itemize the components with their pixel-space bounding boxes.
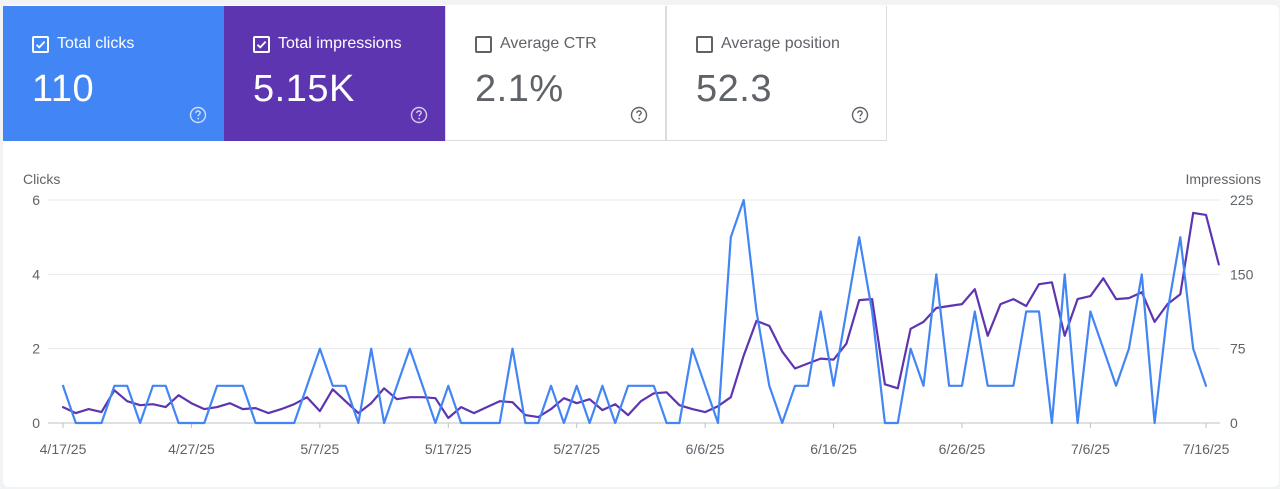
metric-label: Total impressions [278, 35, 402, 52]
x-tick-label: 5/17/25 [425, 441, 472, 457]
x-tick-label: 4/17/25 [40, 441, 87, 457]
left-axis-title: Clicks [23, 171, 60, 187]
metric-label: Average CTR [500, 35, 597, 52]
metric-card-average-position[interactable]: Average position 52.3 [666, 6, 887, 141]
metric-label: Total clicks [57, 35, 135, 52]
metric-value: 52.3 [696, 68, 772, 110]
metric-card-average-ctr[interactable]: Average CTR 2.1% [445, 6, 666, 141]
left-tick-label: 2 [32, 341, 40, 357]
x-tick-label: 4/27/25 [168, 441, 215, 457]
help-icon[interactable] [410, 106, 428, 124]
help-icon[interactable] [851, 106, 869, 124]
x-tick-label: 5/27/25 [553, 441, 600, 457]
right-tick-label: 75 [1230, 341, 1246, 357]
right-tick-label: 225 [1230, 192, 1254, 208]
left-tick-label: 0 [32, 415, 40, 431]
checkbox-checked-icon[interactable] [253, 36, 270, 53]
right-tick-label: 0 [1230, 415, 1238, 431]
series-line-impressions [61, 211, 1220, 420]
metric-card-total-impressions[interactable]: Total impressions 5.15K [224, 6, 445, 141]
metric-value: 5.15K [253, 68, 355, 110]
metric-value: 110 [32, 68, 95, 110]
checkbox-checked-icon[interactable] [32, 36, 49, 53]
x-tick-label: 6/6/25 [686, 441, 725, 457]
metric-cards: Total clicks 110 Total impressions 5.15K… [3, 6, 888, 141]
x-tick-label: 6/16/25 [810, 441, 857, 457]
x-tick-label: 5/7/25 [300, 441, 339, 457]
right-axis-title: Impressions [1186, 171, 1261, 187]
x-axis-ticks: 4/17/25 4/27/25 5/7/25 5/17/25 5/27/25 6/6/25… [40, 423, 1230, 457]
x-tick-label: 6/26/25 [939, 441, 986, 457]
right-tick-label: 150 [1230, 266, 1254, 282]
metric-card-total-clicks[interactable]: Total clicks 110 [3, 6, 224, 141]
series-line-clicks [61, 198, 1208, 425]
left-tick-label: 4 [32, 266, 40, 282]
checkbox-unchecked-icon[interactable] [475, 36, 492, 53]
chart-gridlines [48, 199, 1220, 424]
left-axis-ticks: 0 2 4 6 [32, 192, 40, 431]
x-tick-label: 7/6/25 [1071, 441, 1110, 457]
checkbox-unchecked-icon[interactable] [696, 36, 713, 53]
metric-value: 2.1% [475, 68, 564, 110]
chart-series [61, 198, 1220, 425]
metric-label: Average position [721, 35, 840, 52]
x-tick-label: 7/16/25 [1183, 441, 1230, 457]
right-axis-ticks: 0 75 150 225 [1230, 192, 1254, 431]
left-tick-label: 6 [32, 192, 40, 208]
help-icon[interactable] [630, 106, 648, 124]
help-icon[interactable] [189, 106, 207, 124]
